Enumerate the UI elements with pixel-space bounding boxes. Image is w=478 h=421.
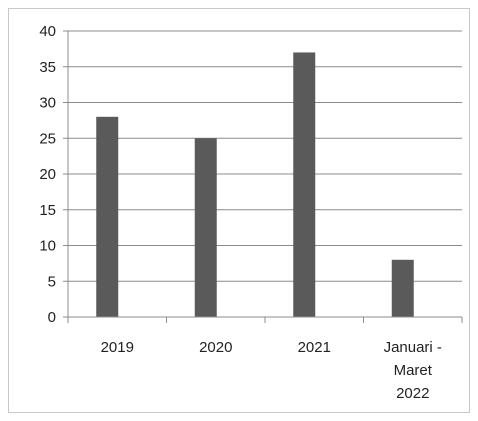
y-tick-label: 30 xyxy=(39,95,56,112)
x-tick-label-line: Januari - xyxy=(384,339,442,356)
bar-januari-maret-2022 xyxy=(391,259,414,317)
bar-2021 xyxy=(293,52,316,317)
x-tick-label-line: 2022 xyxy=(396,385,429,402)
x-tick-label: 2021 xyxy=(298,339,331,356)
y-tick-labels: 0 5 10 15 20 25 30 35 40 xyxy=(39,23,56,326)
grid-lines xyxy=(68,30,462,282)
bars xyxy=(96,52,414,317)
y-tick-label: 40 xyxy=(39,23,56,40)
x-tick-label-line: 2020 xyxy=(199,339,232,356)
y-tick-label: 10 xyxy=(39,238,56,255)
x-tick-label-line: 2021 xyxy=(298,339,331,356)
bar-2019 xyxy=(96,116,119,317)
y-tick-label: 20 xyxy=(39,166,56,183)
x-tick-label: Januari - Maret 2022 xyxy=(384,339,442,402)
y-tick-label: 5 xyxy=(48,273,56,290)
chart-frame xyxy=(8,8,470,413)
x-tick-label-line: 2019 xyxy=(101,339,134,356)
x-tick-label-line: Maret xyxy=(394,362,433,379)
y-tick-label: 25 xyxy=(39,130,56,147)
y-tick-label: 35 xyxy=(39,59,56,76)
x-tick-labels: 2019 2020 2021 Januari - Maret 2022 xyxy=(101,339,442,402)
bar-2020 xyxy=(194,138,217,317)
axes xyxy=(63,30,463,323)
x-tick-label: 2019 xyxy=(101,339,134,356)
y-tick-label: 0 xyxy=(48,309,56,326)
x-tick-label: 2020 xyxy=(199,339,232,356)
y-tick-label: 15 xyxy=(39,202,56,219)
